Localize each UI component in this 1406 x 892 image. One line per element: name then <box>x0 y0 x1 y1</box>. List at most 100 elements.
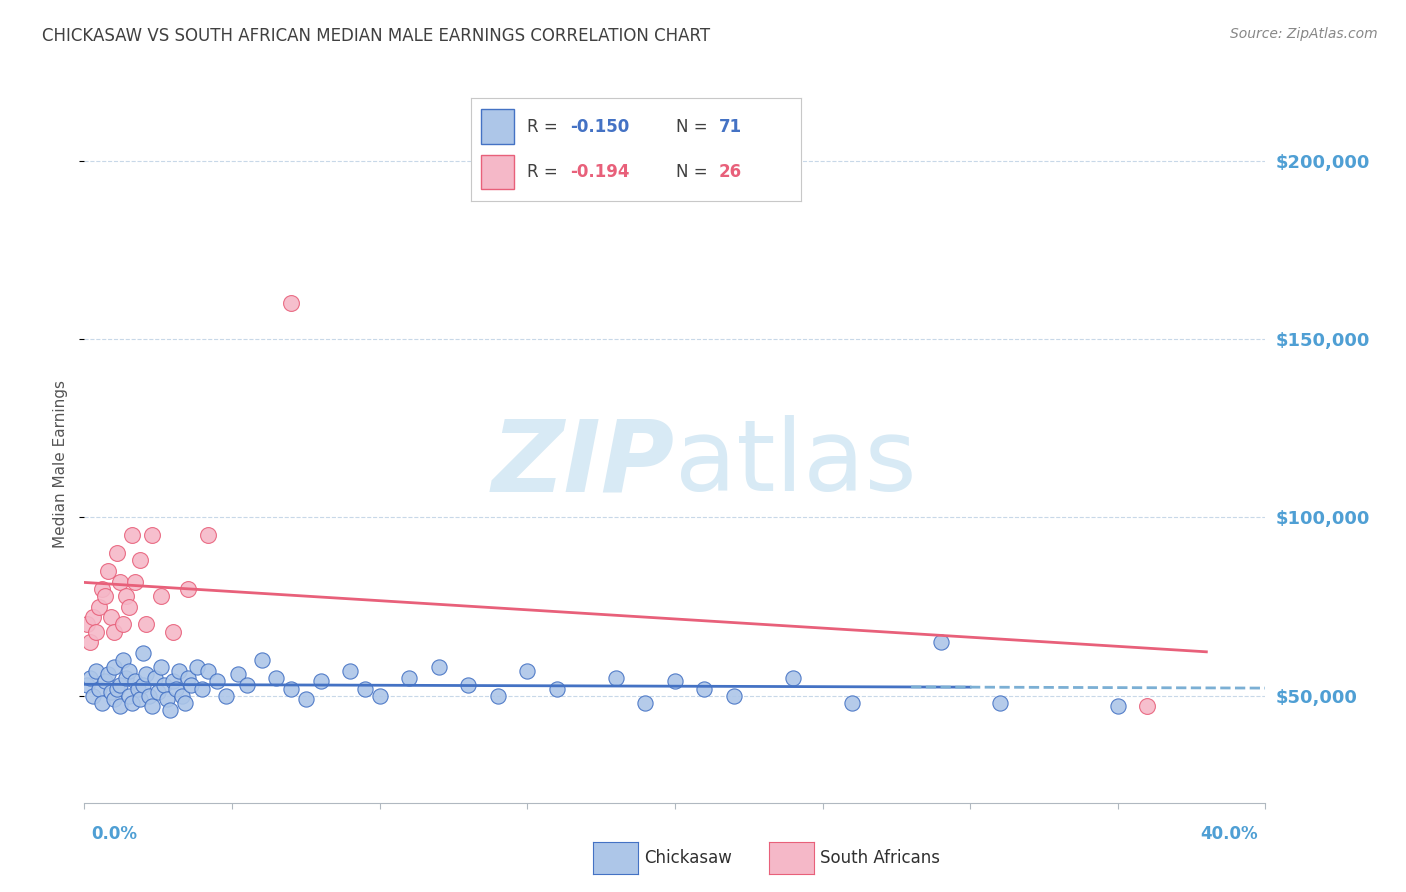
Point <box>1107 699 1129 714</box>
Point <box>723 689 745 703</box>
Point <box>143 671 166 685</box>
Point <box>114 671 136 685</box>
Point <box>121 696 143 710</box>
Point <box>929 635 952 649</box>
Point <box>153 678 176 692</box>
Point <box>111 617 134 632</box>
Point <box>782 671 804 685</box>
Point <box>264 671 288 685</box>
Point <box>129 692 152 706</box>
Point <box>295 692 318 706</box>
Point <box>118 689 141 703</box>
Point <box>129 553 152 567</box>
Point <box>97 564 120 578</box>
Text: ZIP: ZIP <box>492 416 675 512</box>
Point <box>84 664 107 678</box>
Point <box>226 667 249 681</box>
Point <box>150 589 173 603</box>
Point <box>339 664 361 678</box>
Point <box>167 664 190 678</box>
Point <box>135 617 157 632</box>
Point <box>988 696 1011 710</box>
Point <box>105 681 128 696</box>
Point <box>197 528 219 542</box>
Point <box>546 681 568 696</box>
Text: 71: 71 <box>718 118 742 136</box>
Point <box>94 674 117 689</box>
Point <box>173 696 195 710</box>
Point <box>76 678 98 692</box>
Point <box>124 574 146 589</box>
Point <box>141 699 163 714</box>
Point <box>165 681 187 696</box>
Point <box>127 681 149 696</box>
Point <box>309 674 332 689</box>
Point <box>79 635 101 649</box>
Point <box>280 296 302 310</box>
Point <box>79 671 101 685</box>
Text: -0.150: -0.150 <box>571 118 630 136</box>
Point <box>103 624 125 639</box>
Point <box>103 692 125 706</box>
Point <box>103 660 125 674</box>
Point <box>177 582 200 596</box>
Point <box>150 660 173 674</box>
Text: 0.0%: 0.0% <box>91 825 138 843</box>
Point <box>177 671 200 685</box>
Point <box>105 546 128 560</box>
Point <box>186 660 208 674</box>
Point <box>841 696 863 710</box>
Point <box>108 574 131 589</box>
Point <box>664 674 686 689</box>
Point <box>132 678 155 692</box>
Bar <box>481 154 515 189</box>
Text: CHICKASAW VS SOUTH AFRICAN MEDIAN MALE EARNINGS CORRELATION CHART: CHICKASAW VS SOUTH AFRICAN MEDIAN MALE E… <box>42 27 710 45</box>
Text: Source: ZipAtlas.com: Source: ZipAtlas.com <box>1230 27 1378 41</box>
Point <box>1136 699 1159 714</box>
Point <box>427 660 450 674</box>
Point <box>457 678 479 692</box>
Point <box>89 681 111 696</box>
Point <box>170 689 193 703</box>
Point <box>108 678 131 692</box>
Point <box>486 689 509 703</box>
Point <box>84 624 107 639</box>
Point <box>91 696 114 710</box>
Text: R =: R = <box>527 118 564 136</box>
Point <box>76 617 98 632</box>
Point <box>354 681 377 696</box>
Point <box>693 681 716 696</box>
Point <box>398 671 420 685</box>
Point <box>236 678 259 692</box>
Point <box>94 589 117 603</box>
Text: -0.194: -0.194 <box>571 163 630 181</box>
Point <box>138 689 160 703</box>
Text: N =: N = <box>676 163 713 181</box>
Text: Chickasaw: Chickasaw <box>644 849 731 867</box>
Point <box>135 667 157 681</box>
Point <box>197 664 219 678</box>
Point <box>118 664 141 678</box>
Point <box>118 599 141 614</box>
Text: atlas: atlas <box>675 416 917 512</box>
Point <box>91 582 114 596</box>
Point <box>605 671 627 685</box>
Text: R =: R = <box>527 163 564 181</box>
Text: N =: N = <box>676 118 713 136</box>
Point <box>159 703 181 717</box>
Point <box>156 692 179 706</box>
Point <box>215 689 238 703</box>
Point <box>205 674 228 689</box>
Y-axis label: Median Male Earnings: Median Male Earnings <box>53 380 69 548</box>
Point <box>108 699 131 714</box>
Point <box>250 653 273 667</box>
Point <box>162 624 184 639</box>
Text: South Africans: South Africans <box>820 849 939 867</box>
Point <box>180 678 202 692</box>
Point <box>148 685 170 699</box>
Point <box>516 664 538 678</box>
Point <box>141 528 163 542</box>
Point <box>124 674 146 689</box>
Point <box>82 689 104 703</box>
Point <box>191 681 214 696</box>
